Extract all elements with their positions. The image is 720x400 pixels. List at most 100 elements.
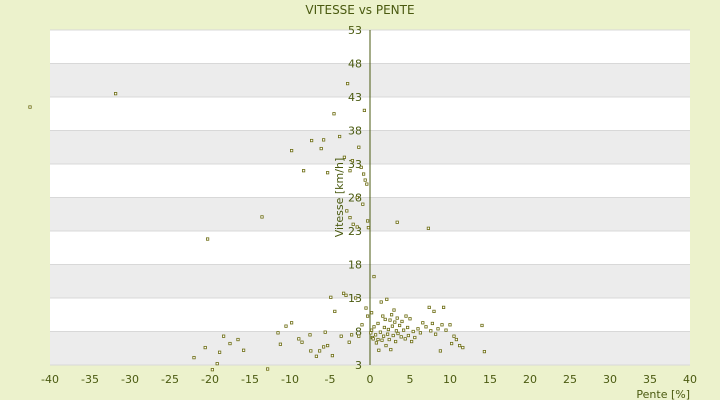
- data-point: [416, 327, 420, 331]
- data-point: [319, 146, 323, 151]
- data-point: [403, 337, 407, 341]
- data-point: [228, 341, 232, 346]
- data-point: [205, 237, 210, 241]
- data-point: [430, 321, 435, 326]
- data-point: [363, 178, 367, 182]
- x-tick-label: 30: [603, 373, 617, 386]
- chart-title: VITESSE vs PENTE: [305, 3, 414, 17]
- x-tick-label: 20: [523, 373, 537, 386]
- data-point: [378, 330, 383, 334]
- data-point: [405, 325, 410, 330]
- data-point: [365, 219, 370, 223]
- data-point: [289, 321, 294, 325]
- data-point: [284, 324, 288, 328]
- data-point: [396, 331, 400, 336]
- data-point: [366, 226, 371, 230]
- x-tick-label: 35: [643, 373, 657, 386]
- x-tick-label: -30: [121, 373, 139, 386]
- data-point: [333, 309, 337, 314]
- data-point: [406, 333, 411, 338]
- data-point: [441, 305, 446, 309]
- data-point: [418, 331, 423, 335]
- data-point: [369, 328, 374, 332]
- data-point: [236, 337, 240, 342]
- data-point: [325, 171, 330, 175]
- data-point: [389, 347, 393, 352]
- data-point: [408, 317, 412, 321]
- data-point: [386, 327, 391, 332]
- x-tick-label: -10: [281, 373, 299, 386]
- data-point: [355, 225, 359, 229]
- x-tick-label: 25: [563, 373, 577, 386]
- data-point: [289, 148, 294, 153]
- data-point: [360, 323, 364, 327]
- data-point: [350, 159, 355, 163]
- x-axis-label: Pente [%]: [636, 388, 690, 400]
- data-point: [339, 334, 343, 338]
- data-point: [359, 165, 363, 169]
- data-point: [265, 367, 270, 371]
- y-tick-label: 53: [348, 24, 362, 37]
- data-point: [385, 332, 390, 336]
- data-point: [215, 362, 219, 366]
- data-point: [376, 337, 380, 342]
- data-point: [452, 334, 456, 338]
- data-point: [309, 349, 313, 353]
- data-point: [114, 92, 118, 96]
- data-point: [400, 319, 404, 324]
- data-point: [357, 334, 361, 338]
- data-point: [448, 323, 452, 327]
- data-point: [300, 340, 304, 344]
- x-tick-labels: -40 -35 -30 -25 -20 -15 -10 -5 0 5 10 15 20 25 30 35 40: [41, 373, 697, 386]
- data-point: [365, 314, 370, 318]
- data-point: [440, 323, 444, 327]
- x-tick-label: -15: [241, 373, 259, 386]
- data-point: [380, 338, 384, 342]
- data-point: [393, 339, 398, 344]
- data-point: [321, 138, 326, 142]
- data-point: [385, 297, 389, 301]
- data-point: [329, 295, 333, 299]
- data-point: [192, 356, 196, 360]
- x-tick-label: -40: [41, 373, 59, 386]
- data-point: [217, 350, 222, 354]
- data-point: [424, 325, 428, 329]
- data-point: [482, 349, 487, 354]
- data-point: [438, 349, 443, 353]
- data-point: [348, 215, 352, 220]
- data-point: [325, 343, 330, 348]
- data-point: [241, 348, 246, 352]
- y-tick-label: 43: [348, 91, 362, 104]
- data-point: [323, 330, 327, 334]
- y-tick-label: 23: [348, 225, 362, 238]
- data-point: [341, 291, 346, 295]
- data-points: [28, 82, 487, 372]
- data-point: [457, 343, 462, 348]
- x-tick-label: 40: [683, 373, 697, 386]
- data-point: [399, 335, 403, 339]
- data-point: [28, 105, 32, 109]
- data-point: [369, 331, 373, 335]
- x-tick-label: 0: [367, 373, 374, 386]
- data-point: [444, 328, 448, 332]
- data-point: [347, 340, 351, 344]
- data-point: [301, 169, 306, 173]
- data-point: [342, 155, 347, 159]
- data-point: [387, 337, 391, 342]
- data-point: [348, 169, 352, 173]
- data-point: [397, 323, 402, 328]
- data-point: [345, 209, 349, 213]
- data-point: [362, 108, 367, 112]
- data-point: [436, 327, 440, 331]
- data-point: [361, 202, 365, 206]
- data-point: [371, 337, 375, 341]
- y-tick-label: 33: [348, 158, 362, 171]
- data-point: [376, 321, 380, 326]
- data-point: [454, 337, 459, 342]
- data-point: [330, 354, 335, 358]
- data-point: [357, 145, 361, 149]
- data-point: [392, 308, 396, 312]
- x-tick-label: 15: [483, 373, 497, 386]
- data-point: [203, 345, 207, 350]
